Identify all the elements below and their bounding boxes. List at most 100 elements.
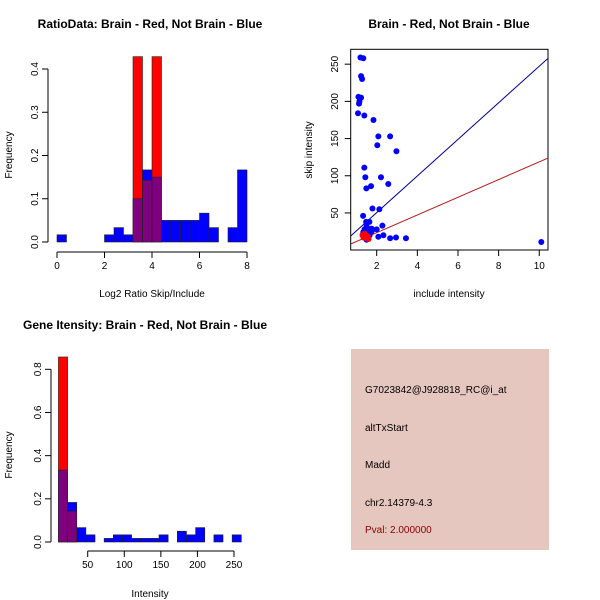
bar-not-brain (199, 212, 210, 243)
x-tick-label: 250 (226, 560, 243, 571)
point-not-brain (375, 233, 382, 240)
bar-overlap (151, 176, 162, 243)
y-tick-label: 0.0 (30, 235, 41, 249)
x-axis-label: Log2 Ratio Skip/Include (99, 289, 205, 300)
point-not-brain (376, 206, 383, 213)
bar-overlap (58, 469, 68, 543)
point-not-brain (368, 183, 375, 190)
point-not-brain (370, 116, 377, 123)
x-tick-label: 8 (244, 261, 250, 272)
y-tick-label: 0.6 (33, 405, 44, 419)
y-tick-label: 0.3 (30, 105, 41, 119)
y-axis-label: Frequency (4, 131, 15, 178)
bar-not-brain (208, 227, 219, 243)
bar-not-brain (103, 538, 114, 543)
x-tick-label: 2 (102, 261, 108, 272)
bar-overlap (132, 198, 143, 243)
y-tick-label: 0.2 (33, 491, 44, 505)
event-type: altTxStart (365, 423, 408, 434)
bar-not-brain (158, 534, 169, 543)
bar-not-brain (170, 220, 181, 243)
y-tick-label: 250 (330, 55, 341, 72)
point-not-brain (374, 142, 381, 149)
regression-line (350, 157, 549, 245)
info-panel: G7023842@J928818_RC@i_at altTxStart Madd… (351, 349, 549, 550)
point-not-brain (361, 164, 368, 171)
plot-box (350, 48, 549, 251)
bar-not-brain (122, 534, 132, 543)
x-tick-label: 4 (415, 261, 421, 272)
bar-not-brain (161, 220, 172, 243)
bar-not-brain (76, 527, 87, 543)
gene-name: Madd (365, 460, 391, 471)
x-tick-label: 6 (455, 261, 461, 272)
x-tick-label: 100 (116, 560, 133, 571)
bar-overlap (67, 510, 78, 543)
bar-not-brain (186, 534, 196, 543)
chart-title: Gene Itensity: Brain - Red, Not Brain - … (23, 318, 267, 332)
x-tick-label: 0 (54, 261, 60, 272)
probe-id: G7023842@J928818_RC@i_at (365, 385, 507, 396)
chart-title: Brain - Red, Not Brain - Blue (368, 17, 530, 31)
point-not-brain (538, 238, 545, 245)
point-not-brain (361, 112, 368, 119)
x-tick-label: 6 (197, 261, 203, 272)
regression-line (350, 57, 549, 237)
point-not-brain (380, 232, 387, 239)
bar-not-brain (227, 227, 238, 243)
bar-not-brain (113, 227, 124, 243)
point-not-brain (393, 234, 400, 241)
point-not-brain (356, 98, 363, 105)
y-tick-label: 0.0 (33, 535, 44, 549)
x-axis-label: include intensity (413, 289, 484, 300)
x-tick-label: 10 (534, 261, 546, 272)
point-not-brain (387, 235, 394, 242)
chart-title: RatioData: Brain - Red, Not Brain - Blue (38, 17, 263, 31)
bar-not-brain (104, 234, 115, 243)
y-tick-label: 0.4 (33, 448, 44, 462)
point-not-brain (379, 222, 386, 229)
point-not-brain (360, 55, 367, 62)
bar-not-brain (149, 538, 160, 543)
point-not-brain (373, 226, 380, 233)
point-not-brain (402, 235, 409, 242)
bar-not-brain (131, 538, 142, 543)
y-axis-label: Frequency (4, 431, 15, 478)
x-tick-label: 50 (82, 560, 94, 571)
y-tick-label: 200 (330, 93, 341, 110)
y-tick-label: 0.8 (33, 362, 44, 376)
x-tick-label: 200 (189, 560, 206, 571)
point-not-brain (366, 218, 373, 225)
point-not-brain (360, 212, 367, 219)
x-tick-label: 2 (374, 261, 380, 272)
bar-not-brain (85, 534, 96, 543)
y-tick-label: 100 (330, 167, 341, 184)
bar-not-brain (56, 234, 67, 243)
x-tick-label: 150 (153, 560, 170, 571)
point-not-brain (377, 174, 384, 181)
y-tick-label: 0.4 (30, 62, 41, 76)
bar-not-brain (213, 534, 224, 543)
y-tick-label: 0.2 (30, 148, 41, 162)
x-tick-label: 4 (149, 261, 155, 272)
bar-not-brain (180, 220, 191, 243)
y-tick-label: 50 (330, 207, 341, 219)
y-tick-label: 150 (330, 130, 341, 147)
y-axis-label: skip intensity (304, 121, 315, 178)
x-tick-label: 8 (496, 261, 502, 272)
point-not-brain (385, 180, 392, 187)
bar-overlap (142, 179, 153, 243)
point-not-brain (369, 205, 376, 212)
bar-not-brain (140, 538, 151, 543)
bar-not-brain (113, 534, 123, 543)
point-not-brain (387, 133, 394, 140)
bar-not-brain (231, 534, 242, 543)
point-not-brain (361, 226, 368, 233)
pval: Pval: 2.000000 (365, 525, 432, 536)
point-not-brain (362, 174, 369, 181)
location: chr2.14379-4.3 (365, 498, 433, 509)
bar-not-brain (123, 234, 134, 243)
x-axis-label: Intensity (131, 589, 168, 600)
